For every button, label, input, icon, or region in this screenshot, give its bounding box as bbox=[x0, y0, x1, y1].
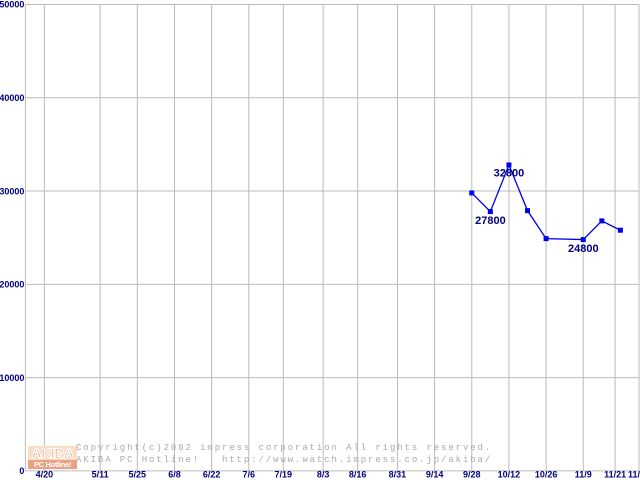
svg-text:8/3: 8/3 bbox=[317, 470, 330, 480]
svg-text:0: 0 bbox=[19, 466, 24, 476]
svg-text:27800: 27800 bbox=[475, 215, 506, 227]
svg-text:11/30: 11/30 bbox=[628, 470, 640, 480]
svg-text:10/12: 10/12 bbox=[498, 470, 521, 480]
svg-text:5/25: 5/25 bbox=[129, 470, 147, 480]
svg-text:7/6: 7/6 bbox=[243, 470, 256, 480]
svg-text:30000: 30000 bbox=[0, 186, 24, 196]
svg-text:9/28: 9/28 bbox=[463, 470, 481, 480]
svg-text:50000: 50000 bbox=[0, 0, 24, 10]
svg-text:6/22: 6/22 bbox=[203, 470, 221, 480]
svg-text:24800: 24800 bbox=[568, 243, 599, 255]
svg-text:10/26: 10/26 bbox=[535, 470, 558, 480]
svg-text:6/8: 6/8 bbox=[168, 470, 181, 480]
svg-text:8/16: 8/16 bbox=[349, 470, 367, 480]
svg-text:9/14: 9/14 bbox=[426, 470, 444, 480]
svg-text:11/21: 11/21 bbox=[604, 470, 626, 480]
svg-text:4/20: 4/20 bbox=[36, 470, 54, 480]
svg-text:8/31: 8/31 bbox=[389, 470, 407, 480]
svg-text:32800: 32800 bbox=[494, 167, 525, 179]
svg-text:5/11: 5/11 bbox=[92, 470, 109, 480]
svg-text:20000: 20000 bbox=[0, 280, 24, 290]
svg-text:10000: 10000 bbox=[0, 373, 24, 383]
svg-text:7/19: 7/19 bbox=[275, 470, 293, 480]
svg-text:40000: 40000 bbox=[0, 93, 24, 103]
svg-text:11/9: 11/9 bbox=[575, 470, 592, 480]
